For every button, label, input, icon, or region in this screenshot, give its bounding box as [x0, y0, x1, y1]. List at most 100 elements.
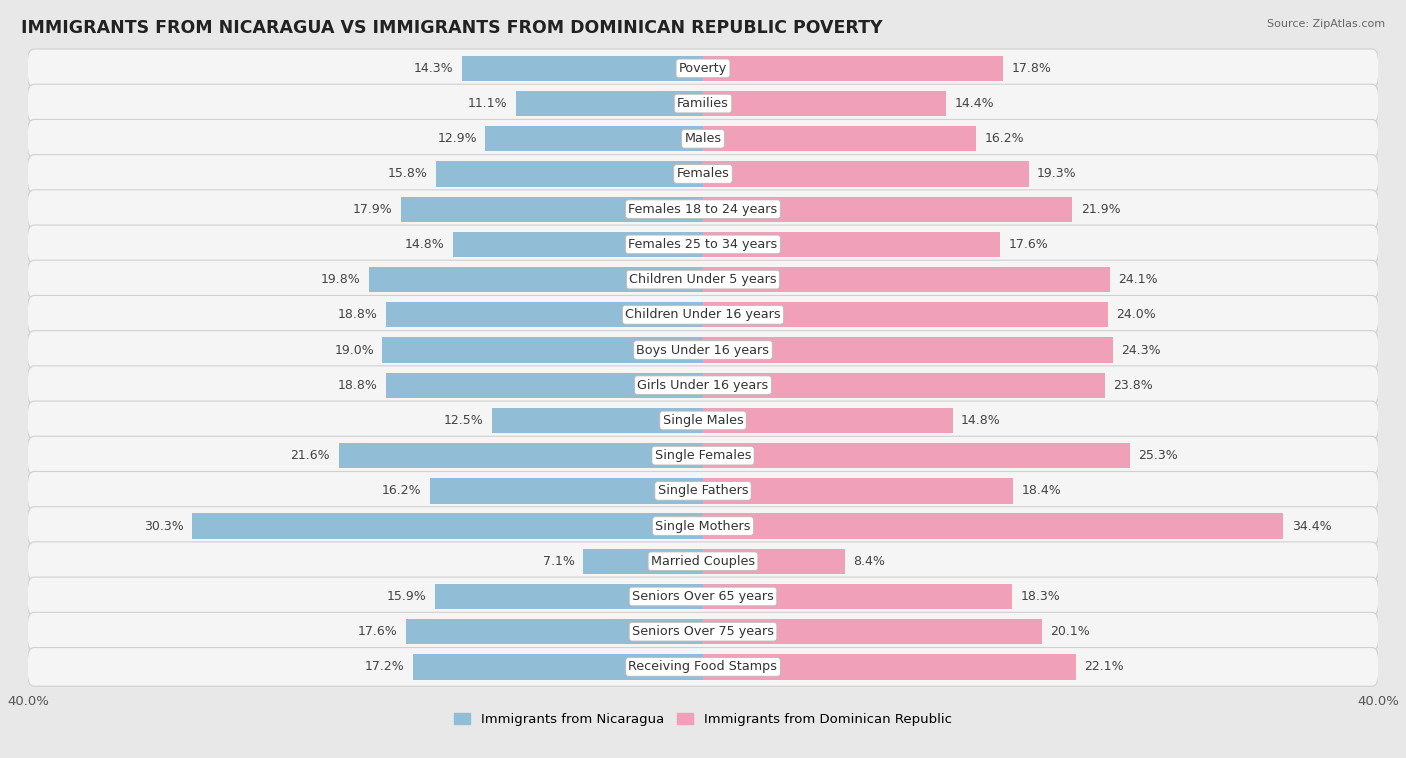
Text: 8.4%: 8.4% [853, 555, 884, 568]
FancyBboxPatch shape [27, 437, 1379, 475]
Text: 16.2%: 16.2% [984, 133, 1025, 146]
Bar [516, 91, 703, 116]
Bar [368, 267, 703, 293]
Bar [461, 55, 703, 81]
Text: 16.2%: 16.2% [381, 484, 422, 497]
FancyBboxPatch shape [27, 647, 1379, 686]
Text: Seniors Over 75 years: Seniors Over 75 years [633, 625, 773, 638]
Text: 30.3%: 30.3% [143, 519, 183, 533]
Text: Males: Males [685, 133, 721, 146]
Bar [703, 619, 1042, 644]
Text: IMMIGRANTS FROM NICARAGUA VS IMMIGRANTS FROM DOMINICAN REPUBLIC POVERTY: IMMIGRANTS FROM NICARAGUA VS IMMIGRANTS … [21, 19, 883, 37]
Bar [703, 408, 953, 433]
Text: Single Males: Single Males [662, 414, 744, 427]
Text: 15.9%: 15.9% [387, 590, 426, 603]
Bar [385, 302, 703, 327]
FancyBboxPatch shape [27, 155, 1379, 193]
FancyBboxPatch shape [27, 506, 1379, 546]
Text: 12.5%: 12.5% [444, 414, 484, 427]
Bar [339, 443, 703, 468]
Text: 21.9%: 21.9% [1081, 202, 1121, 216]
Text: Families: Families [678, 97, 728, 110]
FancyBboxPatch shape [27, 542, 1379, 581]
Text: 24.0%: 24.0% [1116, 309, 1156, 321]
Text: 18.8%: 18.8% [337, 379, 377, 392]
FancyBboxPatch shape [27, 49, 1379, 88]
Text: Poverty: Poverty [679, 62, 727, 75]
Text: 11.1%: 11.1% [468, 97, 508, 110]
Bar [703, 91, 946, 116]
Text: Source: ZipAtlas.com: Source: ZipAtlas.com [1267, 19, 1385, 29]
Bar [436, 161, 703, 186]
Text: Receiving Food Stamps: Receiving Food Stamps [628, 660, 778, 673]
Legend: Immigrants from Nicaragua, Immigrants from Dominican Republic: Immigrants from Nicaragua, Immigrants fr… [449, 708, 957, 731]
Bar [703, 196, 1073, 222]
FancyBboxPatch shape [27, 366, 1379, 405]
Text: 17.6%: 17.6% [1008, 238, 1047, 251]
Text: Females 18 to 24 years: Females 18 to 24 years [628, 202, 778, 216]
Bar [703, 373, 1105, 398]
Text: Children Under 16 years: Children Under 16 years [626, 309, 780, 321]
Bar [703, 337, 1114, 362]
Bar [430, 478, 703, 503]
Bar [703, 549, 845, 574]
Text: Seniors Over 65 years: Seniors Over 65 years [633, 590, 773, 603]
Bar [401, 196, 703, 222]
Text: Single Mothers: Single Mothers [655, 519, 751, 533]
Text: 14.4%: 14.4% [955, 97, 994, 110]
FancyBboxPatch shape [27, 296, 1379, 334]
Bar [703, 232, 1000, 257]
Text: Females: Females [676, 168, 730, 180]
Bar [406, 619, 703, 644]
FancyBboxPatch shape [27, 612, 1379, 651]
Text: 18.8%: 18.8% [337, 309, 377, 321]
Text: 22.1%: 22.1% [1084, 660, 1123, 673]
Text: Single Females: Single Females [655, 449, 751, 462]
Bar [703, 302, 1108, 327]
Text: Single Fathers: Single Fathers [658, 484, 748, 497]
Bar [703, 126, 976, 152]
FancyBboxPatch shape [27, 260, 1379, 299]
Bar [703, 267, 1109, 293]
Text: Married Couples: Married Couples [651, 555, 755, 568]
FancyBboxPatch shape [27, 120, 1379, 158]
Text: 19.3%: 19.3% [1038, 168, 1077, 180]
Bar [485, 126, 703, 152]
Bar [703, 654, 1076, 680]
Text: 17.8%: 17.8% [1012, 62, 1052, 75]
Text: 14.3%: 14.3% [413, 62, 453, 75]
Text: 14.8%: 14.8% [405, 238, 444, 251]
Bar [703, 513, 1284, 539]
Bar [453, 232, 703, 257]
Text: 21.6%: 21.6% [291, 449, 330, 462]
Bar [492, 408, 703, 433]
Text: 18.4%: 18.4% [1022, 484, 1062, 497]
Text: Boys Under 16 years: Boys Under 16 years [637, 343, 769, 356]
Text: 20.1%: 20.1% [1050, 625, 1090, 638]
Text: 17.9%: 17.9% [353, 202, 392, 216]
Text: 34.4%: 34.4% [1292, 519, 1331, 533]
Text: 17.2%: 17.2% [364, 660, 405, 673]
FancyBboxPatch shape [27, 225, 1379, 264]
Text: 25.3%: 25.3% [1139, 449, 1178, 462]
FancyBboxPatch shape [27, 577, 1379, 615]
Text: 24.3%: 24.3% [1122, 343, 1161, 356]
Bar [413, 654, 703, 680]
Bar [703, 443, 1130, 468]
Text: 19.8%: 19.8% [321, 273, 360, 286]
Bar [703, 478, 1014, 503]
Bar [191, 513, 703, 539]
Text: 23.8%: 23.8% [1114, 379, 1153, 392]
Bar [703, 584, 1012, 609]
Bar [385, 373, 703, 398]
FancyBboxPatch shape [27, 330, 1379, 369]
Text: 12.9%: 12.9% [437, 133, 477, 146]
Text: 19.0%: 19.0% [335, 343, 374, 356]
Bar [703, 161, 1029, 186]
FancyBboxPatch shape [27, 401, 1379, 440]
Text: 17.6%: 17.6% [359, 625, 398, 638]
FancyBboxPatch shape [27, 190, 1379, 229]
Text: Girls Under 16 years: Girls Under 16 years [637, 379, 769, 392]
Bar [583, 549, 703, 574]
Bar [382, 337, 703, 362]
